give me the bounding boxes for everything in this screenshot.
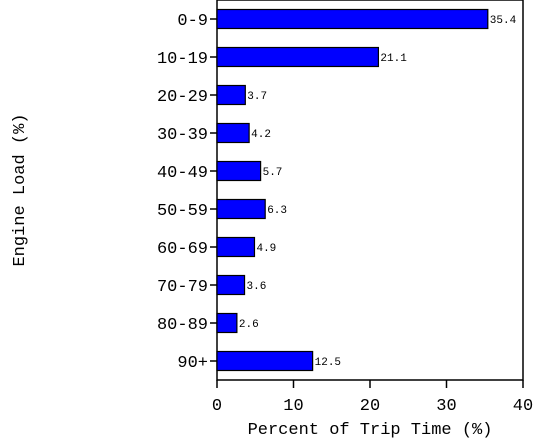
data-label: 21.1: [380, 53, 407, 65]
y-tick-label: 50-59: [157, 202, 208, 221]
bar-60-69: [216, 236, 256, 258]
data-label: 35.4: [490, 15, 517, 27]
y-tick-label: 10-19: [157, 50, 208, 69]
x-tick-label: 30: [436, 397, 456, 416]
data-label: 4.2: [251, 129, 271, 141]
bar-10-19: [216, 46, 380, 68]
bar-90+: [216, 350, 314, 372]
bars-group: 35.4 21.1 3.7 4.2 5.7 6.3 4.9 3.6 2.6 12.5: [216, 8, 517, 372]
y-tick-labels: 0-9 10-19 20-29 30-39 40-49 50-59 60-69 70-79 80…: [157, 12, 217, 373]
bar-80-89: [216, 312, 238, 334]
bar-30-39: [216, 122, 250, 144]
y-tick-label: 70-79: [157, 278, 208, 297]
y-tick-label: 90+: [177, 354, 208, 373]
data-label: 5.7: [263, 167, 283, 179]
y-tick-label: 0-9: [177, 12, 208, 31]
x-tick-label: 0: [212, 397, 222, 416]
data-label: 6.3: [267, 205, 287, 217]
x-tick-label: 20: [360, 397, 380, 416]
bar-20-29: [216, 84, 246, 106]
y-axis-title: Engine Load (%): [11, 113, 30, 266]
y-tick-label: 80-89: [157, 316, 208, 335]
bar-70-79: [216, 274, 246, 296]
bar-0-9: [216, 8, 489, 30]
y-tick-label: 40-49: [157, 164, 208, 183]
y-tick-label: 30-39: [157, 126, 208, 145]
bar-40-49: [216, 160, 262, 182]
x-axis-title: Percent of Trip Time (%): [248, 421, 493, 440]
data-label: 3.6: [247, 281, 267, 293]
data-label: 4.9: [256, 243, 276, 255]
bar-50-59: [216, 198, 266, 220]
y-tick-label: 60-69: [157, 240, 208, 259]
data-label: 3.7: [247, 91, 267, 103]
data-label: 2.6: [239, 319, 259, 331]
y-tick-label: 20-29: [157, 88, 208, 107]
x-tick-label: 40: [513, 397, 533, 416]
x-axis: 0 10 20 30 40: [212, 380, 533, 416]
x-tick-label: 10: [283, 397, 303, 416]
data-label: 12.5: [315, 357, 341, 369]
